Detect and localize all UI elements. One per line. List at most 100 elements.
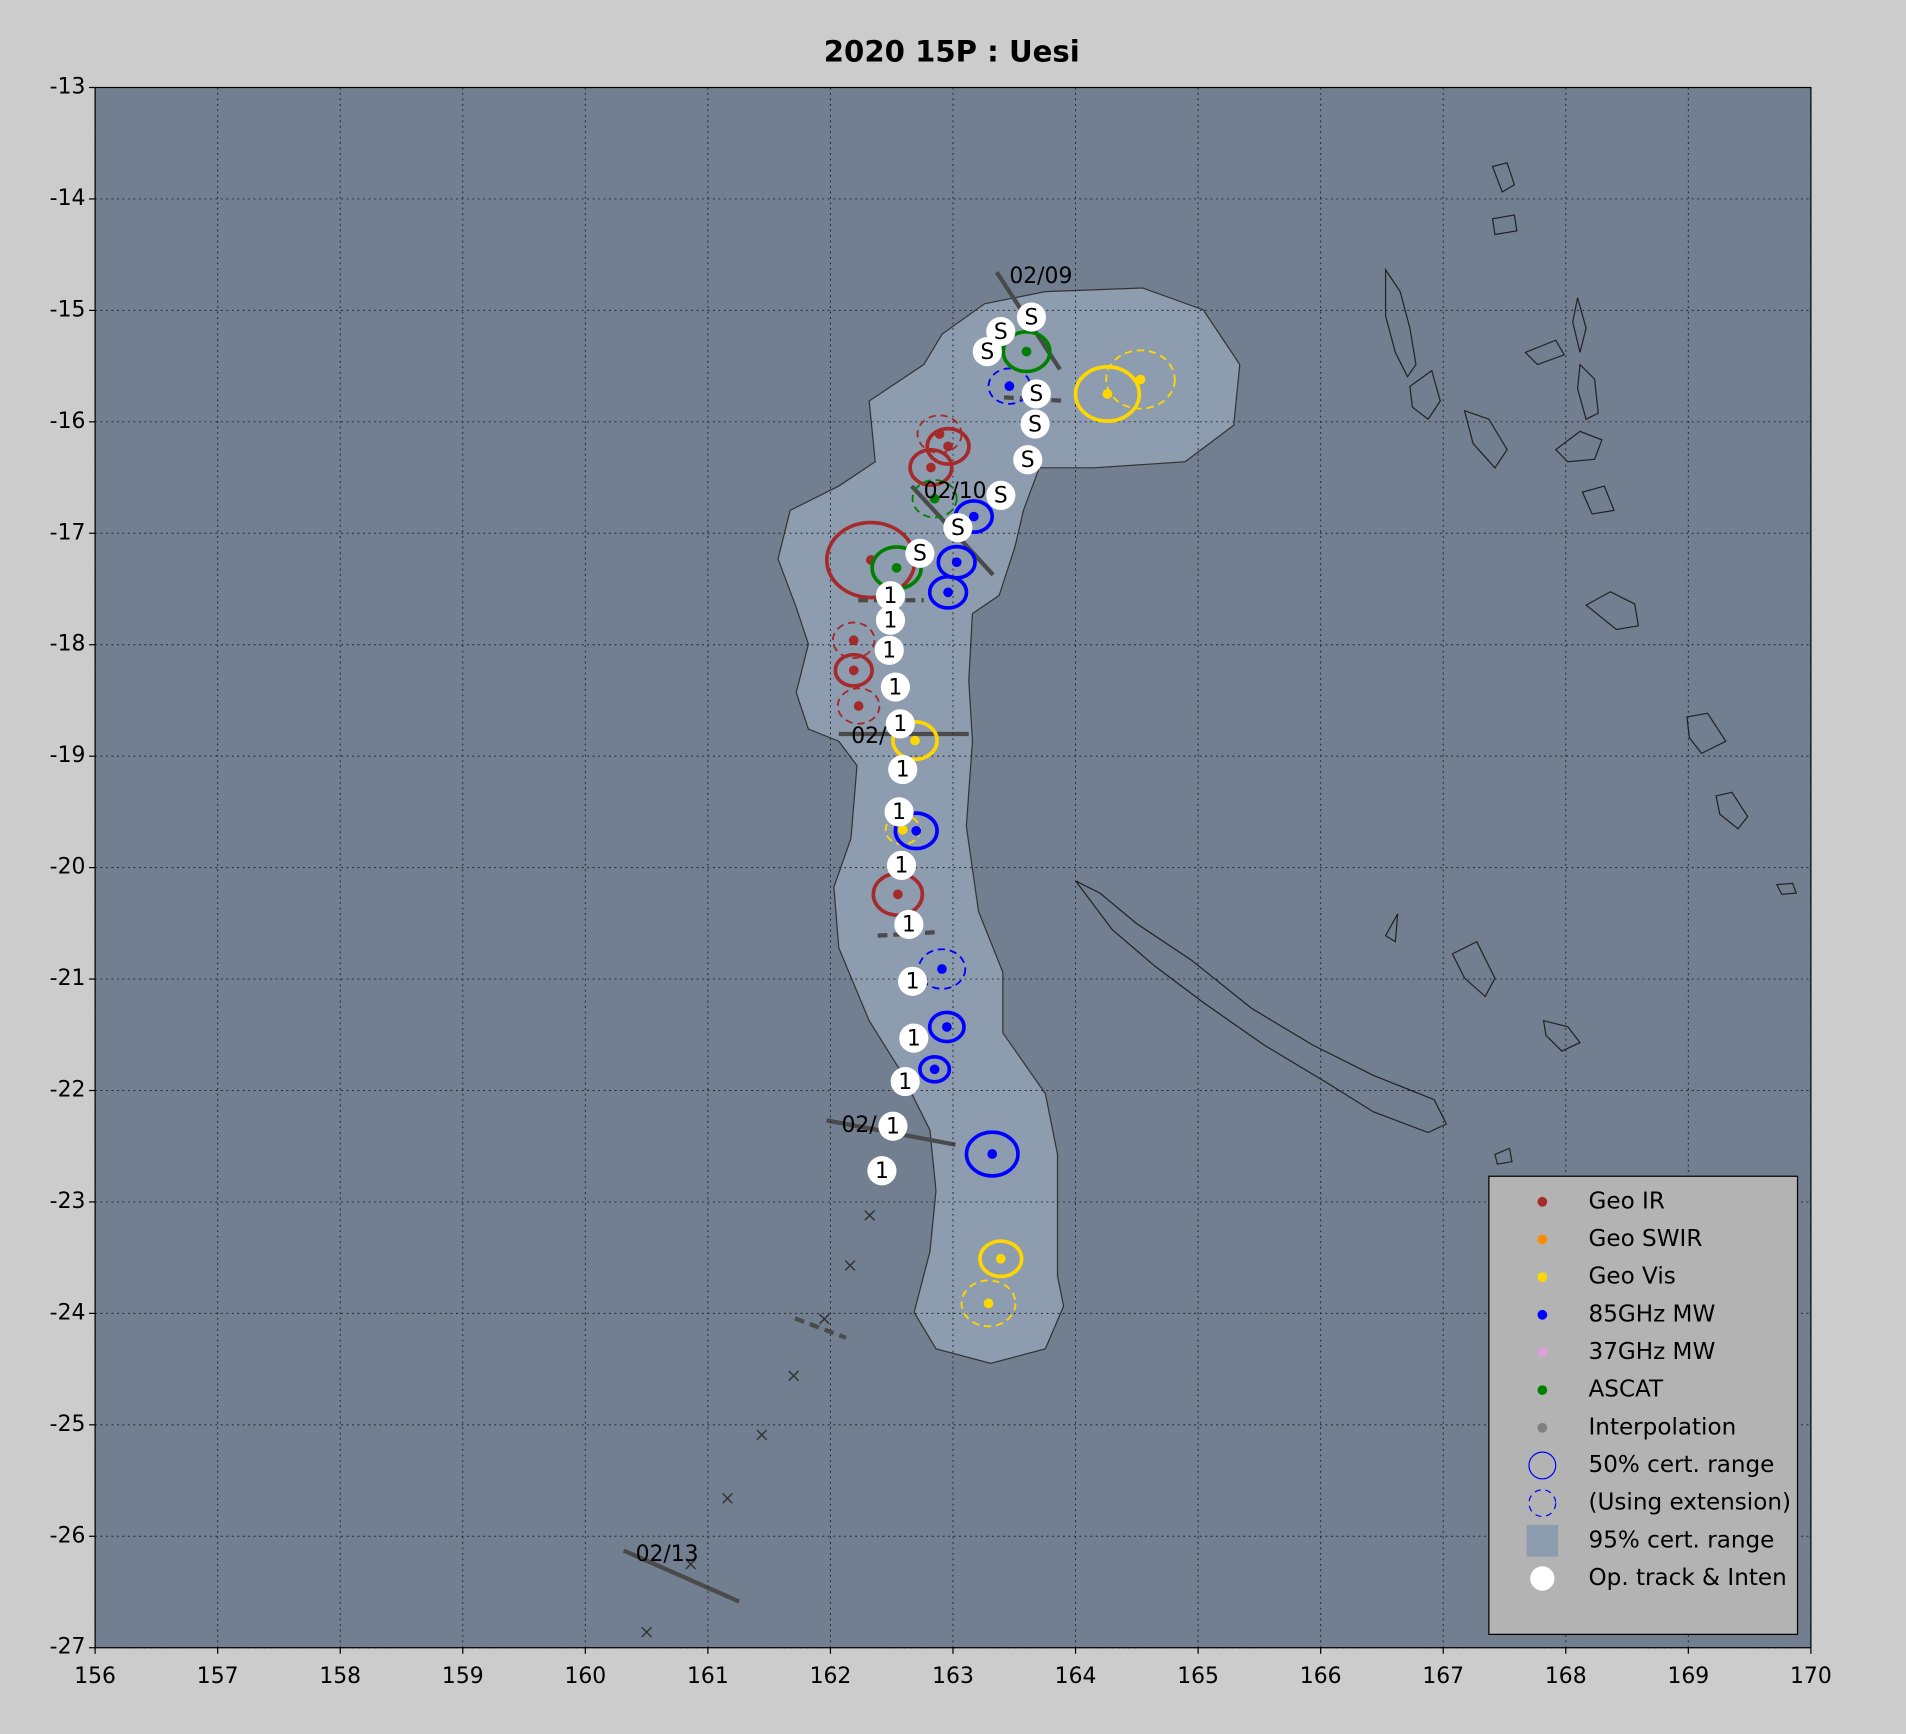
interpolation-point	[756, 1429, 768, 1441]
date-bar	[794, 1316, 847, 1340]
legend-marker	[1537, 1422, 1548, 1433]
track-label: 1	[902, 913, 916, 938]
island	[1494, 1147, 1513, 1165]
track-label: 1	[884, 584, 898, 609]
track-point	[875, 605, 906, 635]
fix-point	[910, 735, 920, 746]
x-tick-label: 163	[932, 1664, 974, 1689]
track-point	[878, 1111, 908, 1141]
fix-point	[943, 587, 953, 598]
y-tick-label: -25	[50, 1412, 86, 1437]
interpolation-point	[788, 1370, 800, 1382]
island	[1775, 882, 1798, 895]
track-label: S	[913, 542, 927, 567]
legend-marker	[1530, 1566, 1555, 1591]
track-point	[899, 1023, 929, 1053]
legend-marker	[1537, 1309, 1548, 1320]
track-label: 1	[893, 712, 907, 737]
track-point	[890, 1067, 920, 1097]
track-label: S	[980, 340, 994, 365]
fix-point	[1004, 381, 1015, 392]
legend-marker	[1537, 1234, 1548, 1245]
y-tick-label: -15	[50, 297, 86, 322]
legend-label: Geo SWIR	[1589, 1226, 1703, 1252]
track-point	[1021, 379, 1051, 409]
island	[1491, 214, 1518, 236]
island	[1715, 791, 1749, 830]
cert-50-ellipse	[833, 652, 874, 688]
fix-point	[983, 1298, 994, 1309]
legend-label: 37GHz MW	[1589, 1339, 1716, 1365]
legend-marker	[1537, 1385, 1548, 1395]
fix-point	[929, 493, 940, 504]
fix-point	[995, 1253, 1006, 1264]
x-tick-label: 157	[197, 1664, 239, 1689]
island	[1686, 712, 1727, 755]
x-tick-label: 166	[1300, 1664, 1342, 1689]
track-label: S	[994, 320, 1008, 345]
cert-50-ellipse	[978, 1239, 1024, 1279]
x-tick-label: 161	[687, 1664, 729, 1689]
island	[1542, 1019, 1581, 1052]
legend: Geo IR Geo SWIR Geo Vis 85GHz MW 37GHz MW ASC…	[1526, 1188, 1791, 1591]
track-label: S	[1024, 305, 1038, 330]
fix-point	[1021, 346, 1032, 357]
interpolation-point	[722, 1493, 733, 1504]
fix-point	[968, 511, 979, 522]
fix-point	[987, 1149, 998, 1159]
x-tick-label: 167	[1422, 1664, 1464, 1689]
island	[1524, 339, 1566, 366]
island	[1409, 369, 1441, 421]
x-tick-label: 169	[1667, 1664, 1709, 1689]
land	[1075, 162, 1798, 1165]
y-tick-label: -17	[50, 520, 86, 545]
x-tick-label: 164	[1055, 1664, 1097, 1689]
legend-marker	[1537, 1347, 1548, 1358]
fix-point	[943, 441, 953, 452]
legend-label: Geo Vis	[1589, 1264, 1676, 1290]
legend-label: Interpolation	[1589, 1414, 1737, 1440]
cert-50-ellipse	[927, 574, 969, 610]
y-tick-label: -21	[50, 966, 86, 991]
track-label: S	[1029, 382, 1043, 407]
date-label: 02/09	[1009, 264, 1072, 289]
island	[1572, 297, 1587, 353]
legend-label: (Using extension)	[1589, 1490, 1791, 1516]
cert-50-ellipse	[1073, 365, 1142, 423]
date-label: 02/	[841, 1113, 877, 1138]
cert-50-ellipse	[831, 621, 876, 659]
island	[1584, 591, 1640, 631]
cert-50-ellipse	[918, 1055, 952, 1084]
track-label: 1	[898, 1070, 912, 1095]
cert-50-ellipse	[891, 719, 939, 762]
x-tick-label: 168	[1545, 1664, 1587, 1689]
data-layer: SSSSSSSSS1111111111111102/0902/1002/02/0…	[94, 87, 1812, 1649]
x-tick-label: 158	[319, 1664, 361, 1689]
y-tick-label: -19	[50, 743, 86, 768]
legend-marker	[1526, 1524, 1559, 1557]
track-label: 1	[907, 1026, 921, 1051]
cert-50-ellipse	[1001, 330, 1052, 374]
track-point	[1020, 409, 1050, 439]
track-label: 1	[906, 969, 920, 994]
legend-marker	[1528, 1489, 1557, 1518]
track-label: 1	[886, 1114, 900, 1139]
legend-label: Geo IR	[1589, 1188, 1665, 1214]
legend-marker	[1537, 1196, 1548, 1207]
date-label: 02/10	[924, 479, 987, 504]
fix-point	[1102, 389, 1113, 399]
legend-box	[1488, 1175, 1799, 1635]
chart-title: 2020 15P : Uesi	[824, 34, 1080, 68]
x-tick-label: 162	[810, 1664, 852, 1689]
track-label: S	[951, 516, 965, 541]
track-point	[886, 850, 917, 880]
legend-label: ASCAT	[1589, 1377, 1665, 1403]
track-point	[888, 754, 918, 785]
track-point	[867, 1156, 897, 1186]
track-point	[880, 672, 910, 702]
fix-point	[853, 701, 864, 711]
island	[1576, 363, 1599, 421]
y-tick-label: -16	[50, 409, 86, 434]
y-tick-label: -13	[50, 74, 86, 99]
